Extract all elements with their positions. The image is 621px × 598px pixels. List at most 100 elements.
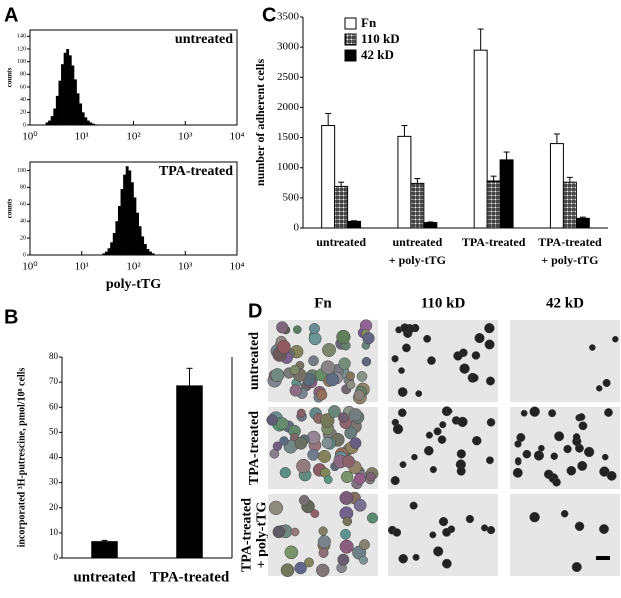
cell (571, 562, 582, 573)
cell (411, 453, 418, 461)
cell (306, 430, 321, 445)
y-tick-label: 0 (294, 222, 300, 234)
scale-bar (596, 556, 610, 560)
panel-letter: A (4, 4, 18, 26)
histogram-bar (123, 174, 127, 255)
cell (457, 416, 468, 428)
row-label: + poly-tTG (255, 502, 270, 569)
histogram-bar (48, 120, 51, 125)
cell (353, 498, 367, 512)
row-label: TPA-treated (240, 498, 255, 572)
x-tick-label: 10⁰ (22, 261, 38, 273)
y-tick-label: 2500 (277, 71, 300, 83)
cell (310, 509, 320, 518)
bar (473, 49, 488, 229)
bar (347, 220, 362, 229)
cell (280, 563, 295, 578)
cell (574, 521, 585, 532)
y-axis-label: counts (6, 199, 14, 219)
cell (453, 351, 463, 361)
histogram-bar (133, 197, 137, 255)
cell (548, 409, 557, 418)
x-axis-label: poly-tTG (106, 277, 161, 292)
micrograph (266, 405, 379, 490)
cell (484, 339, 495, 350)
histogram-bar (71, 65, 75, 125)
cell (367, 512, 378, 524)
y-tick-label: 80 (49, 351, 59, 361)
cell (552, 477, 561, 487)
cell (439, 421, 447, 429)
cell (602, 378, 611, 388)
histogram-bar (141, 236, 145, 255)
histogram-bar (128, 170, 132, 255)
cell (276, 321, 289, 334)
micrograph (267, 319, 378, 405)
cell (485, 376, 495, 386)
micrograph (510, 494, 620, 576)
legend-swatch (344, 33, 357, 46)
histogram-bar (110, 242, 114, 255)
cell (550, 452, 559, 460)
cell (472, 435, 482, 446)
cell (392, 528, 402, 537)
cell (486, 418, 496, 427)
histogram-bar (115, 221, 119, 255)
cell (595, 385, 603, 392)
histogram-bar (68, 55, 72, 126)
cell (316, 563, 330, 577)
y-tick-label: 500 (283, 191, 300, 203)
cell (298, 494, 310, 506)
histogram-bar (107, 248, 111, 255)
y-tick-label: 50 (49, 426, 59, 436)
bar (91, 541, 118, 559)
cell (438, 517, 449, 527)
cell (423, 334, 432, 343)
histogram-bar (50, 116, 54, 125)
y-tick-label: 10 (49, 527, 59, 537)
cell (402, 343, 411, 353)
cell (296, 408, 306, 418)
cell (339, 491, 354, 505)
micrograph (388, 320, 498, 402)
histogram-bar (102, 253, 106, 255)
histogram-bar (63, 52, 67, 125)
histogram-bar (105, 251, 108, 255)
cell (391, 355, 399, 363)
bar (334, 185, 349, 229)
histogram-bar (61, 64, 64, 125)
cell (342, 454, 355, 468)
legend-label: 42 kD (361, 47, 394, 62)
y-tick-label: 0 (23, 122, 26, 128)
panel-letter: C (262, 4, 276, 26)
y-tick-label: 30 (49, 477, 59, 487)
cell (577, 413, 586, 421)
cell (409, 501, 418, 510)
y-tick-label: 3500 (277, 11, 300, 23)
bar (397, 135, 412, 229)
micrograph (388, 406, 498, 489)
cell (522, 449, 532, 459)
cell (337, 412, 349, 423)
x-tick-label: untreated (392, 235, 442, 249)
cell (346, 371, 355, 381)
cell (520, 409, 528, 417)
cell (344, 426, 358, 440)
x-tick-label: 10⁰ (22, 131, 38, 143)
cell (296, 458, 311, 474)
cell (366, 471, 376, 482)
cell (318, 526, 328, 536)
cell (554, 431, 565, 442)
cell (308, 332, 322, 346)
cell (484, 323, 495, 334)
y-tick-label: 40 (20, 219, 26, 225)
y-tick-label: 2000 (277, 101, 300, 113)
histogram-bar (79, 103, 83, 125)
histogram-bar (81, 112, 85, 125)
x-tick-label: + poly-tTG (541, 253, 598, 267)
cell (279, 436, 289, 446)
row-label: untreated (247, 332, 262, 390)
cell (320, 360, 335, 375)
cell (290, 527, 300, 537)
cell (308, 355, 319, 367)
